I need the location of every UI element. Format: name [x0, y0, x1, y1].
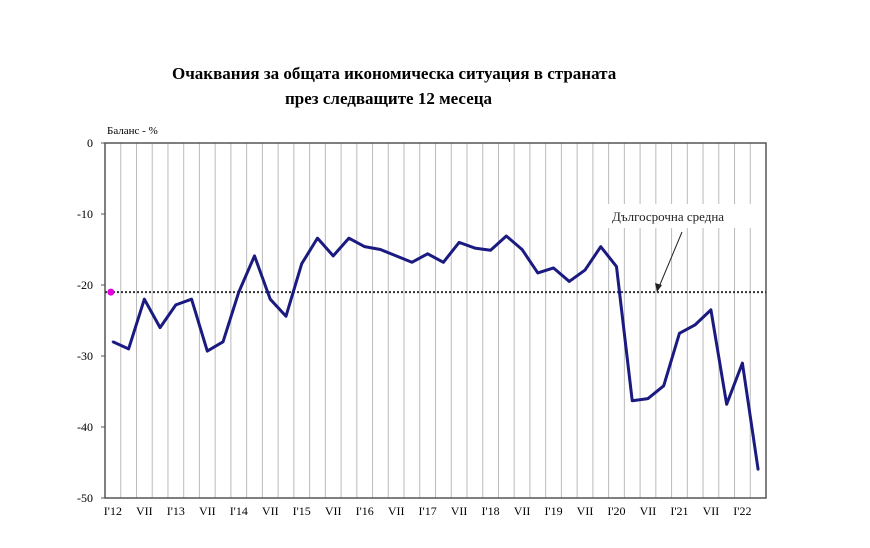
- data-point: [662, 384, 665, 388]
- data-point: [206, 349, 209, 353]
- chart-title-line2: през следващите 12 месеца: [285, 89, 493, 108]
- data-point: [127, 347, 130, 351]
- annotation-label: Дългосрочна средна: [612, 209, 724, 224]
- data-point: [442, 261, 445, 264]
- x-tick-label: VII: [577, 504, 594, 518]
- data-point: [143, 298, 146, 301]
- x-tick-label: VII: [136, 504, 153, 518]
- data-point: [379, 248, 382, 251]
- y-tick-label: -50: [77, 491, 93, 505]
- x-tick-label: I'16: [356, 504, 374, 518]
- x-tick-label: I'13: [167, 504, 185, 518]
- y-tick-label: -40: [77, 420, 93, 434]
- data-point: [646, 397, 650, 400]
- data-point: [709, 308, 713, 312]
- data-point: [552, 266, 555, 270]
- annotation-arrow: [658, 231, 683, 288]
- arrow-head-icon: [655, 283, 662, 292]
- y-axis-label: Баланс - %: [107, 125, 158, 137]
- plot-frame: [104, 142, 767, 499]
- data-point: [410, 261, 414, 264]
- data-point: [520, 248, 524, 251]
- data-point: [615, 265, 618, 268]
- data-point: [158, 326, 162, 329]
- data-point: [725, 403, 728, 406]
- data-point: [174, 303, 178, 307]
- x-tick-label: I'20: [607, 504, 625, 518]
- x-tick-label: I'21: [670, 504, 688, 518]
- data-point: [316, 236, 319, 240]
- data-point: [568, 280, 571, 283]
- data-point: [253, 254, 256, 258]
- x-tick-label: I'19: [544, 504, 562, 518]
- y-tick-label: -10: [77, 207, 93, 221]
- data-point: [693, 323, 697, 326]
- data-point: [599, 245, 602, 248]
- data-point: [426, 252, 429, 255]
- x-tick-label: VII: [262, 504, 279, 518]
- data-point: [363, 245, 366, 248]
- x-tick-label: VII: [640, 504, 657, 518]
- data-point: [505, 234, 508, 238]
- x-tick-label: VII: [451, 504, 468, 518]
- data-point: [394, 254, 398, 258]
- data-point: [741, 361, 744, 365]
- data-point: [631, 399, 634, 402]
- x-tick-label: VII: [199, 504, 216, 518]
- x-tick-label: I'12: [104, 504, 122, 518]
- chart-title-line1: Очаквания за общата икономическа ситуаци…: [172, 64, 617, 83]
- data-point: [489, 249, 492, 252]
- x-tick-label: I'17: [419, 504, 437, 518]
- data-point: [536, 271, 539, 275]
- x-tick-label: I'15: [293, 504, 311, 518]
- data-point: [221, 340, 225, 343]
- data-point: [583, 268, 587, 272]
- data-point: [190, 298, 193, 301]
- x-tick-label: VII: [325, 504, 342, 518]
- x-tick-label: VII: [703, 504, 720, 518]
- data-point: [457, 241, 461, 244]
- marker-point: [107, 288, 115, 296]
- data-point: [284, 315, 288, 318]
- x-tick-label: VII: [388, 504, 405, 518]
- data-point: [300, 262, 303, 265]
- x-tick-label: I'18: [481, 504, 499, 518]
- y-tick-label: -30: [77, 349, 93, 363]
- data-point: [237, 290, 240, 294]
- grid: [120, 143, 751, 498]
- annotation-box: [600, 204, 756, 228]
- x-tick-label: VII: [514, 504, 531, 518]
- data-point: [111, 340, 115, 343]
- data-point: [269, 298, 272, 301]
- data-point: [473, 246, 477, 250]
- y-tick-label: 0: [87, 136, 93, 150]
- data-point: [332, 254, 335, 258]
- y-tick-label: -20: [77, 278, 93, 292]
- data-point: [678, 332, 681, 335]
- series-line: [112, 234, 760, 470]
- data-point: [756, 468, 760, 471]
- x-tick-label: I'22: [733, 504, 751, 518]
- data-point: [347, 236, 351, 240]
- x-tick-label: I'14: [230, 504, 248, 518]
